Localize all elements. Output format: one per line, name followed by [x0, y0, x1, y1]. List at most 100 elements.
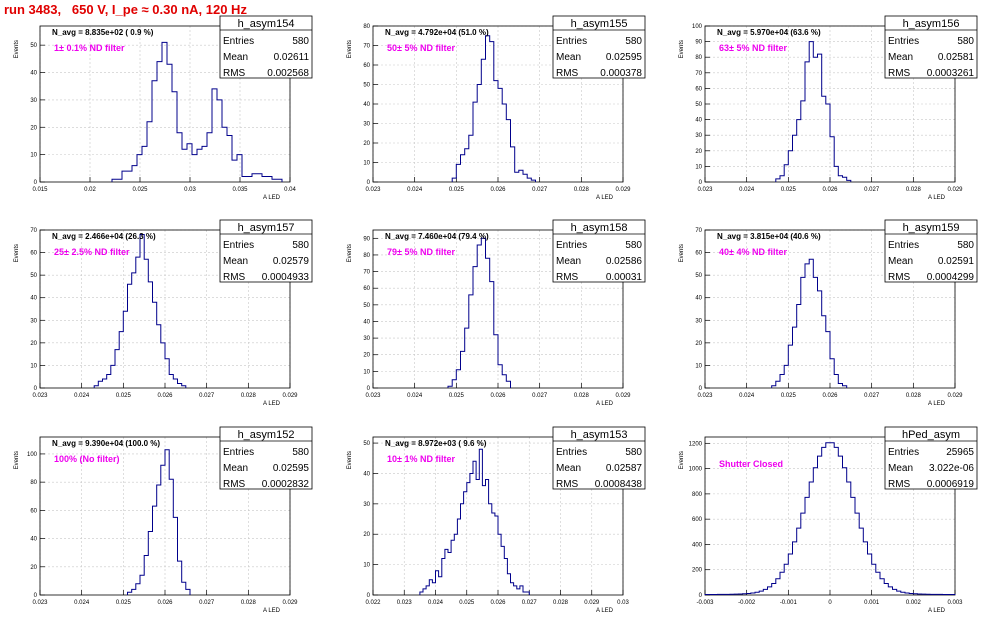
- stats-label: Mean: [556, 463, 581, 474]
- x-tick-label: 0.028: [574, 187, 590, 193]
- y-tick-label: 0: [34, 593, 38, 599]
- y-tick-label: 20: [695, 149, 702, 155]
- stats-label: Mean: [888, 52, 913, 63]
- x-tick-label: 0.029: [282, 393, 298, 399]
- stats-value: 0.000378: [600, 68, 642, 79]
- stats-value: 0.0006919: [927, 479, 975, 490]
- stats-label: RMS: [888, 272, 911, 283]
- y-tick-label: 90: [695, 40, 702, 46]
- x-tick-label: 0.026: [822, 187, 838, 193]
- x-tick-label: 0.04: [284, 187, 296, 193]
- y-tick-label: 30: [695, 318, 702, 324]
- y-tick-label: 90: [363, 236, 370, 242]
- stats-label: RMS: [888, 68, 911, 79]
- stats-label: Mean: [223, 463, 248, 474]
- x-tick-label: 0.029: [282, 600, 298, 606]
- filter-label: 63± 5% ND filter: [719, 43, 787, 53]
- stats-label: Entries: [556, 240, 587, 251]
- histogram-line: [771, 258, 848, 388]
- stats-box-frame: [884, 15, 978, 79]
- x-tick-label: 0.003: [947, 600, 963, 606]
- stats-value: 0.0004933: [262, 272, 310, 283]
- x-tick-label: 0.015: [32, 187, 48, 193]
- y-tick-label: 30: [30, 318, 37, 324]
- y-tick-label: 60: [363, 63, 370, 69]
- y-axis-label: Events: [347, 451, 353, 469]
- run-title: run 3483, 650 V, I_pe ≈ 0.30 nA, 120 Hz: [4, 2, 247, 17]
- y-tick-label: 10: [30, 153, 37, 159]
- x-tick-label: 0.002: [906, 600, 922, 606]
- y-tick-label: 80: [363, 253, 370, 259]
- x-tick-label: 0.023: [365, 187, 381, 193]
- y-tick-label: 20: [363, 141, 370, 147]
- x-tick-label: 0.03: [617, 600, 629, 606]
- histogram-line: [451, 35, 536, 182]
- y-tick-label: 800: [692, 492, 703, 498]
- y-tick-label: 70: [363, 270, 370, 276]
- x-tick-label: 0.023: [32, 393, 48, 399]
- y-tick-label: 50: [695, 102, 702, 108]
- y-tick-label: 40: [30, 537, 37, 543]
- plot-frame: [704, 25, 956, 183]
- y-axis-label: Events: [14, 40, 20, 58]
- x-tick-label: 0.028: [553, 600, 569, 606]
- filter-label: 25± 2.5% ND filter: [54, 247, 130, 257]
- x-tick-label: 0.027: [532, 393, 548, 399]
- stats-value: 25965: [946, 447, 974, 458]
- y-tick-label: 10: [363, 563, 370, 569]
- x-tick-label: 0.025: [459, 600, 475, 606]
- y-tick-label: 10: [363, 369, 370, 375]
- stats-label: Entries: [223, 240, 254, 251]
- y-tick-label: 30: [695, 133, 702, 139]
- histogram-panel-h_asym157: 0.023 0.024 0.025 0.026 0.027 0.028 0.029 0 10 20…: [14, 219, 313, 407]
- stats-label: Mean: [888, 463, 913, 474]
- stats-value: 0.002568: [267, 68, 309, 79]
- stats-box: h_asym152 Entries 580 Mean 0.02595 RMS 0.00028…: [219, 426, 313, 490]
- stats-box-frame: [552, 15, 646, 79]
- plot-frame: [39, 25, 291, 183]
- x-tick-label: 0.025: [781, 393, 797, 399]
- histogram-line: [419, 448, 530, 595]
- stats-box-frame: [219, 219, 313, 283]
- stats-title: h_asym154: [238, 18, 295, 30]
- stats-title: hPed_asym: [902, 429, 960, 441]
- stats-box: h_asym157 Entries 580 Mean 0.02579 RMS 0.00049…: [219, 219, 313, 283]
- histogram-line: [447, 237, 511, 388]
- y-tick-label: 0: [367, 593, 371, 599]
- stats-box-frame: [552, 426, 646, 490]
- stats-label: Entries: [888, 36, 919, 47]
- y-tick-label: 50: [30, 273, 37, 279]
- stats-value: 0.02591: [938, 256, 975, 267]
- y-tick-label: 10: [30, 363, 37, 369]
- x-tick-label: 0.029: [615, 393, 631, 399]
- y-tick-label: 80: [30, 480, 37, 486]
- histogram-panel-h_asym158: 0.023 0.024 0.025 0.026 0.027 0.028 0.029 0 10 20…: [347, 219, 646, 407]
- x-tick-label: 0.028: [241, 600, 257, 606]
- x-tick-label: 0.02: [84, 187, 96, 193]
- stats-value: 580: [292, 36, 309, 47]
- stats-value: 580: [625, 447, 642, 458]
- x-tick-label: 0.027: [199, 600, 215, 606]
- navg-label: N_avg = 8.835e+02 ( 0.9 %): [52, 28, 154, 37]
- y-axis-label: Events: [679, 40, 685, 58]
- plot-frame: [704, 436, 956, 596]
- x-tick-label: 0.001: [864, 600, 880, 606]
- stats-box: hPed_asym Entries 25965 Mean 3.022e-06 RMS 0.0…: [884, 426, 978, 490]
- x-tick-label: -0.002: [738, 600, 756, 606]
- x-tick-label: 0.029: [947, 393, 963, 399]
- y-tick-label: 0: [699, 386, 703, 392]
- histogram-panel-hPed_asym: -0.003 -0.002 -0.001 0 0.001 0.002 0.003 0 200 40…: [679, 426, 978, 614]
- x-tick-label: 0.026: [490, 600, 506, 606]
- plot-frame: [39, 436, 291, 596]
- x-tick-label: 0.029: [584, 600, 600, 606]
- y-tick-label: 50: [363, 83, 370, 89]
- stats-title: h_asym158: [571, 222, 628, 234]
- filter-label: 40± 4% ND filter: [719, 247, 787, 257]
- stats-box-frame: [884, 426, 978, 490]
- y-tick-label: 10: [363, 161, 370, 167]
- plot-frame: [372, 25, 624, 183]
- stats-value: 580: [957, 240, 974, 251]
- y-tick-label: 0: [367, 180, 371, 186]
- filter-label: Shutter Closed: [719, 459, 783, 469]
- y-tick-label: 20: [30, 341, 37, 347]
